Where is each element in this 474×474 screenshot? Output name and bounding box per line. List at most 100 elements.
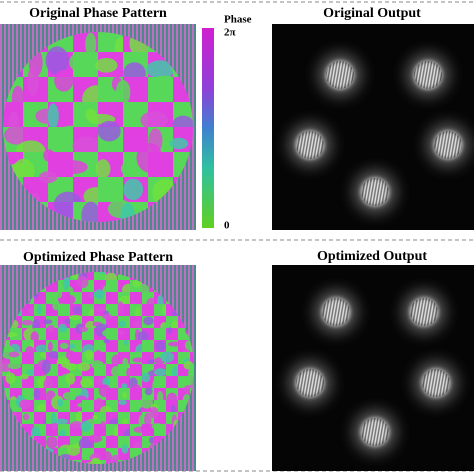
phase-blob [167, 327, 173, 334]
spot-fringes [322, 298, 350, 326]
phase-blob [68, 315, 82, 321]
phase-blob [72, 136, 102, 157]
phase-blob [144, 412, 152, 427]
phase-blob [140, 396, 153, 409]
phase-blob [117, 301, 124, 314]
phase-blob [47, 103, 59, 129]
phase-blob [33, 387, 41, 400]
phase-blob [169, 137, 189, 150]
phase-blob [140, 424, 151, 432]
phase-blob [137, 331, 149, 343]
phase-blob [19, 399, 32, 410]
phase-blob [168, 377, 178, 388]
phase-blob [146, 60, 176, 79]
phase-blob [88, 434, 103, 443]
phase-cell [130, 292, 142, 304]
phase-blob [80, 420, 92, 433]
phase-blob [59, 303, 65, 312]
spot-fringes [361, 418, 389, 446]
phase-blob [95, 57, 118, 73]
phase-blob [90, 360, 104, 369]
phase-blob [81, 201, 101, 222]
phase-blob [70, 421, 84, 429]
phase-blob [7, 362, 21, 370]
phase-blob [79, 326, 88, 333]
phase-blob [144, 387, 153, 396]
phase-blob [155, 340, 166, 352]
phase-blob [118, 399, 127, 406]
phase-blob [95, 159, 111, 179]
phase-blob [69, 53, 85, 71]
phase-blob [97, 120, 121, 142]
phase-blob [120, 202, 136, 222]
phase-blob [95, 349, 102, 357]
phase-blob [77, 402, 88, 408]
phase-blob [45, 46, 69, 75]
phase-blob [108, 395, 120, 401]
spot-fringes [361, 178, 389, 206]
phase-blob [136, 143, 163, 173]
phase-blob [102, 377, 111, 387]
phase-blob [27, 65, 39, 96]
phase-blob [93, 289, 105, 300]
phase-cell [130, 400, 142, 412]
phase-blob [77, 362, 91, 372]
phase-blob [102, 329, 114, 337]
phase-blob [122, 392, 128, 399]
phase-blob [35, 344, 49, 354]
phase-cell [34, 412, 46, 424]
phase-blob [126, 367, 132, 378]
spot-fringes [422, 369, 450, 397]
phase-blob [160, 351, 175, 363]
panel-title: Optimized Phase Pattern [23, 250, 173, 265]
spot-fringes [434, 131, 462, 159]
phase-cell [190, 352, 194, 364]
phase-blob [8, 351, 20, 358]
phase-blob [92, 414, 99, 420]
colorbar-min: 0 [224, 220, 230, 232]
phase-blob [143, 316, 154, 326]
phase-cell [2, 376, 10, 388]
phase-blob [41, 359, 51, 374]
phase-cell [118, 272, 130, 280]
phase-blob [58, 160, 88, 175]
phase-blob [64, 318, 72, 324]
phase-blob [149, 436, 155, 444]
phase-blob [36, 304, 42, 315]
phase-blob [38, 171, 58, 184]
phase-blob [69, 343, 76, 349]
phase-cell [70, 340, 82, 352]
phase-blob [115, 80, 131, 105]
spot-fringes [414, 61, 442, 89]
phase-blob [123, 178, 144, 201]
phase-blob [67, 444, 81, 456]
phase-blob [103, 338, 110, 344]
phase-blob [85, 32, 97, 57]
phase-blob [89, 457, 102, 464]
phase-blob [72, 305, 83, 315]
phase-blob [47, 324, 55, 334]
phase-blob [172, 310, 177, 317]
phase-blob [94, 397, 104, 410]
phase-blob [100, 421, 107, 428]
phase-blob [59, 342, 69, 350]
phase-cell [2, 340, 10, 352]
phase-blob [57, 398, 64, 407]
phase-blob [168, 341, 182, 347]
phase-blob [76, 276, 89, 289]
panel-title: Optimized Output [317, 249, 427, 264]
phase-blob [30, 331, 39, 343]
phase-blob [194, 438, 207, 445]
phase-cell [82, 400, 94, 412]
phase-blob [80, 377, 93, 388]
phase-blob [20, 373, 29, 380]
phase-blob [5, 372, 16, 384]
spot-fringes [326, 61, 354, 89]
phase-blob [21, 319, 33, 326]
phase-blob [75, 410, 84, 424]
output-spots [288, 53, 470, 214]
phase-cell [94, 272, 106, 280]
phase-blob [66, 295, 76, 305]
phase-blob [4, 126, 29, 145]
